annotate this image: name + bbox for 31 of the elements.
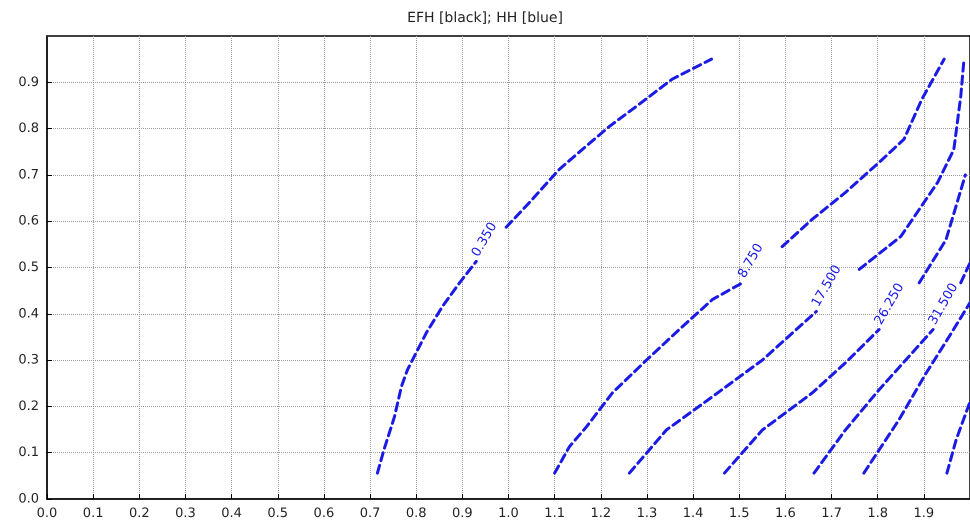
x-tick-label: 1.0 (498, 506, 519, 521)
y-tick-label: 0.8 (18, 121, 39, 136)
x-tick-label: 1.8 (867, 506, 888, 521)
x-tick-label: 0.0 (36, 506, 58, 521)
y-tick-label: 0.3 (18, 352, 39, 368)
y-tick-label: 0.5 (18, 260, 39, 275)
x-tick-label: 1.3 (636, 506, 658, 521)
y-tick-label: 0.2 (18, 398, 39, 414)
x-tick-label: 1.7 (821, 506, 842, 521)
x-tick-label: 1.6 (775, 506, 796, 521)
x-tick-label: 0.2 (128, 506, 150, 521)
x-tick-label: 0.5 (267, 506, 288, 521)
x-tick-label: 1.2 (590, 506, 612, 521)
x-tick-label: 0.6 (314, 506, 334, 521)
x-tick-label: 1.5 (728, 506, 750, 521)
x-tick-label: 0.9 (452, 506, 473, 521)
y-tick-label: 0.7 (18, 167, 39, 182)
x-tick-label: 1.9 (914, 506, 934, 521)
y-tick-label: 0.4 (18, 306, 39, 322)
x-tick-label: 0.1 (82, 506, 104, 521)
chart-title: EFH [black]; HH [blue] (407, 10, 563, 26)
x-tick-label: 0.3 (175, 506, 196, 521)
x-tick-label: 1.4 (682, 506, 704, 521)
y-tick-label: 0.0 (18, 492, 39, 506)
x-tick-label: 1.1 (544, 506, 565, 521)
x-tick-label: 0.7 (360, 506, 380, 521)
y-tick-label: 0.6 (18, 214, 39, 229)
x-tick-label: 0.8 (406, 506, 427, 521)
y-tick-label: 0.1 (18, 445, 39, 460)
y-tick-label: 0.9 (18, 74, 39, 90)
x-tick-label: 0.4 (221, 506, 242, 521)
